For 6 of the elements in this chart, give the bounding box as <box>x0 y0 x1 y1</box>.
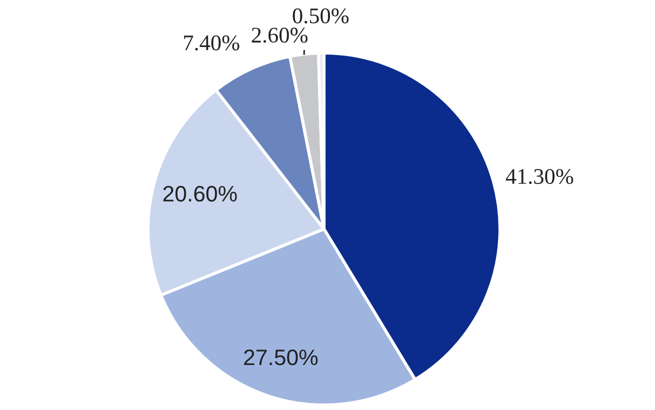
data-label: 7.40% <box>184 35 240 50</box>
data-label: 41.30% <box>506 168 574 184</box>
data-label: 2.60% <box>252 28 308 43</box>
data-label: 20.60% <box>163 186 237 202</box>
data-label: 27.50% <box>244 350 318 366</box>
data-label: 0.50% <box>292 8 349 24</box>
